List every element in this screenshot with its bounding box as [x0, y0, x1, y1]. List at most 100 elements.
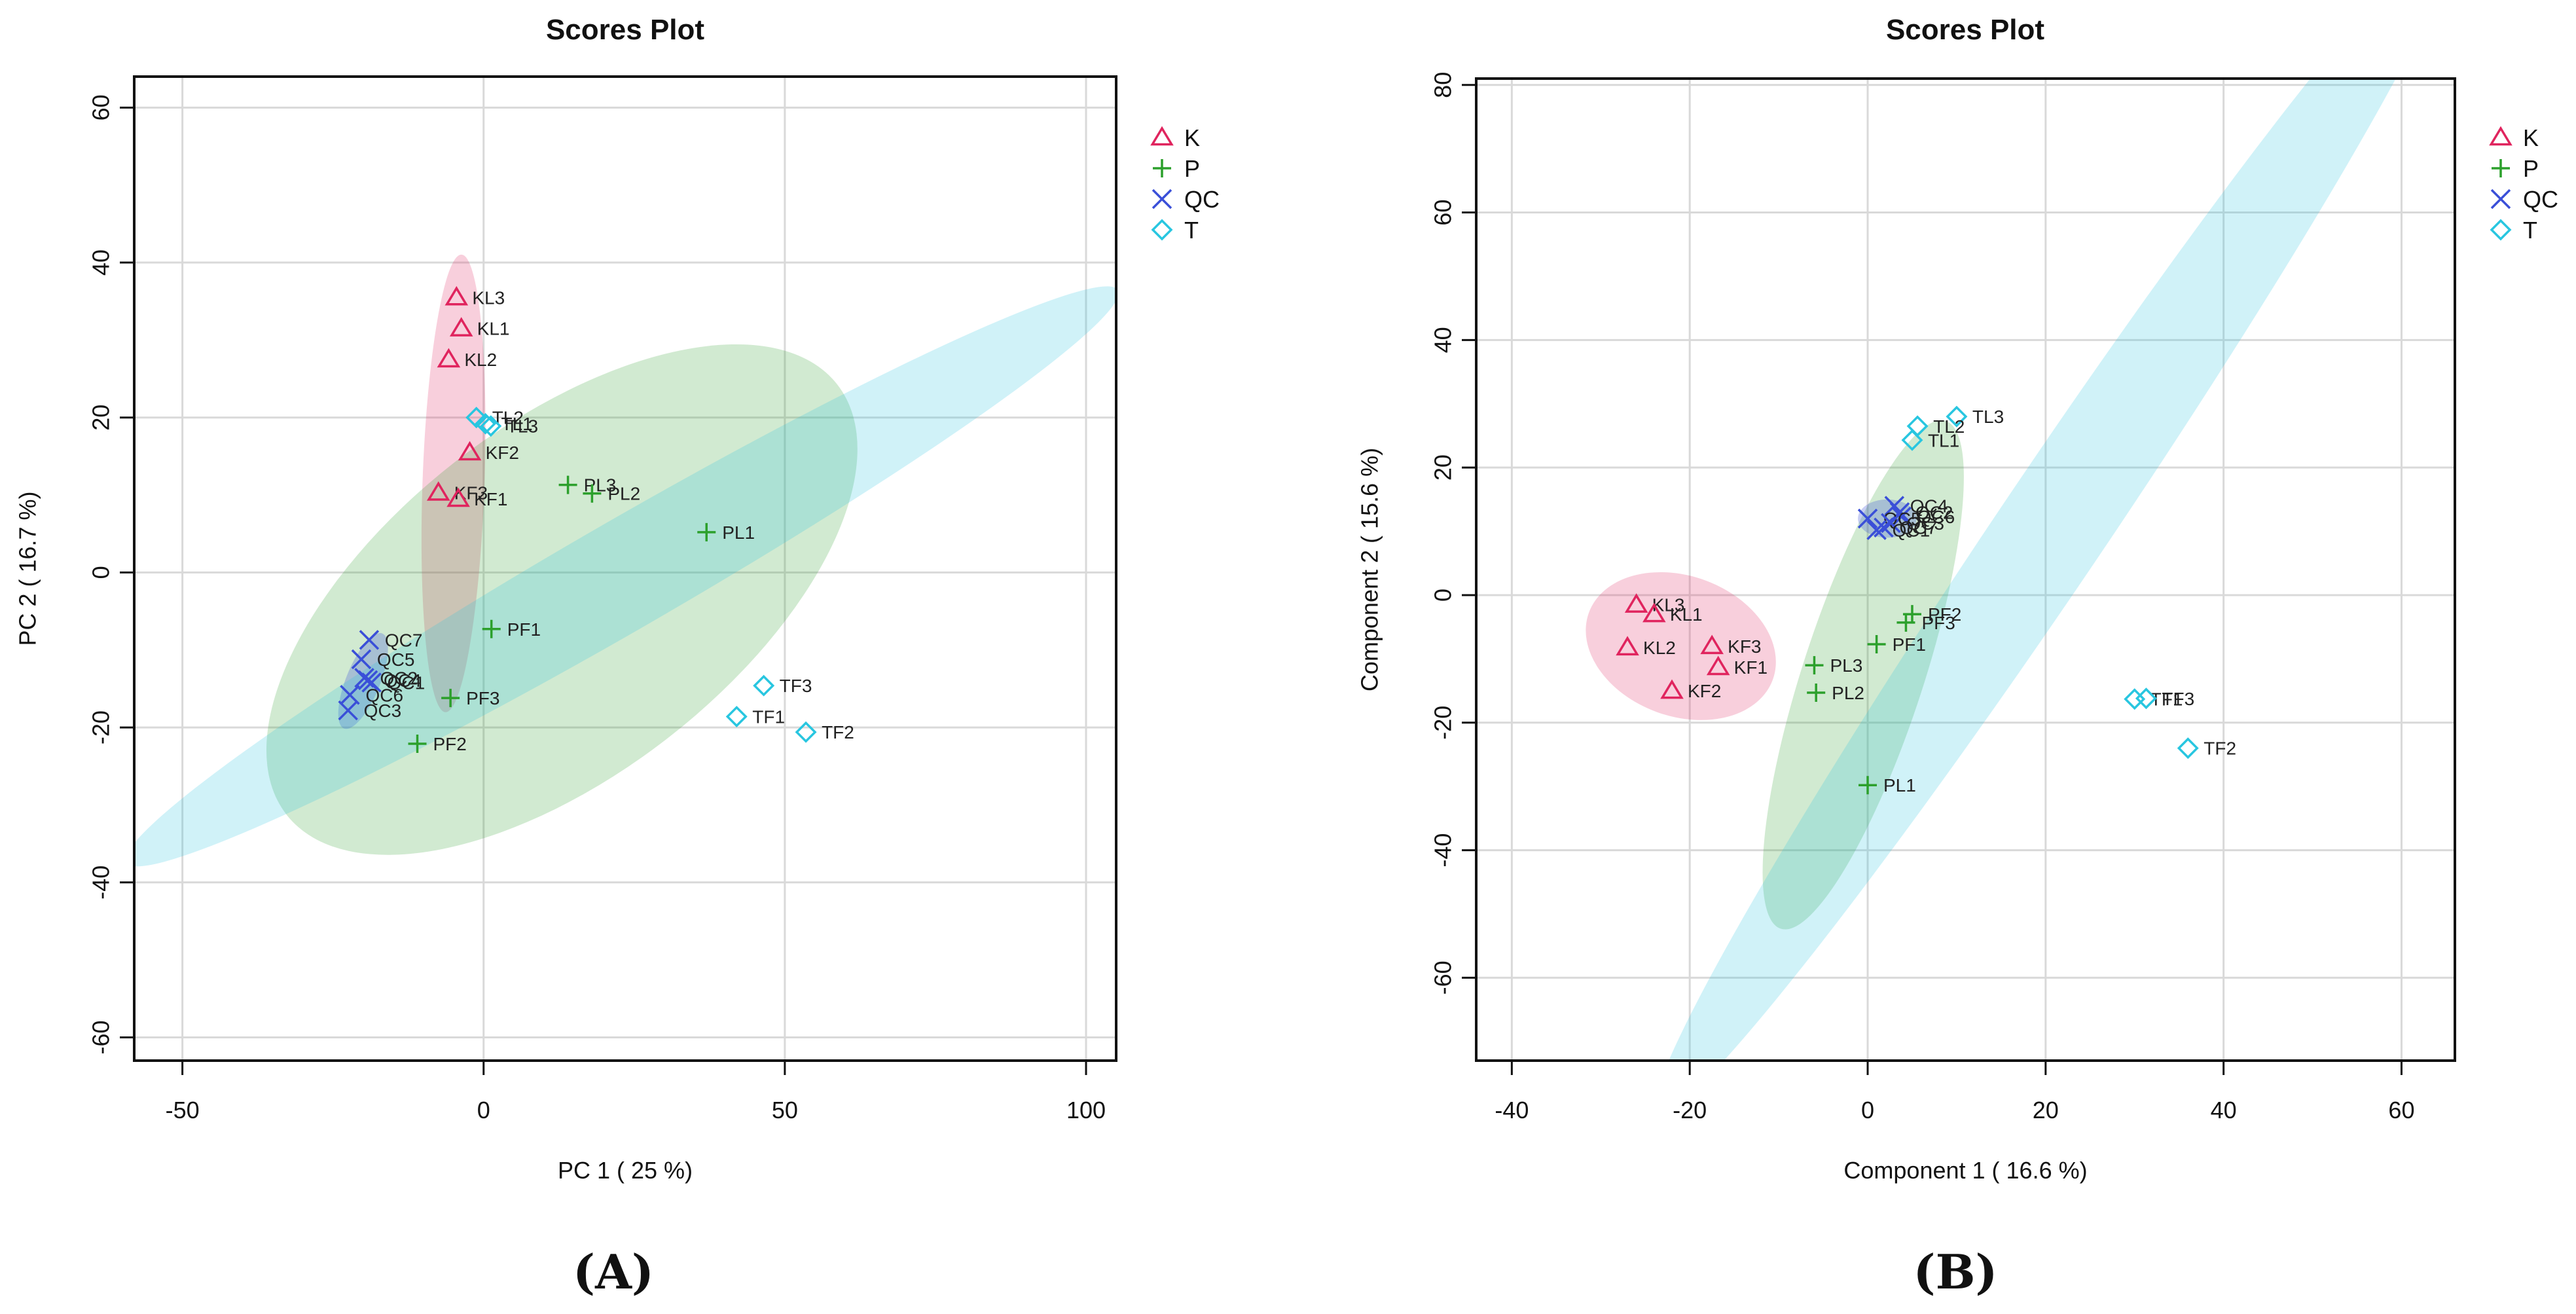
panel-a-y-tick-label: 0 [88, 566, 115, 579]
panel-a-point-label-qc7: QC7 [385, 630, 423, 650]
panel-b-x-tick-label: -40 [1495, 1097, 1529, 1123]
panel-b-x-tick-label: 0 [1861, 1097, 1874, 1123]
panel-a-point-label-pf3: PF3 [466, 688, 499, 708]
panel-a-y-tick-label: 60 [88, 94, 115, 120]
panel-b-y-axis-label: Component 2 ( 15.6 %) [1356, 448, 1383, 691]
panel-a-point-label-qc6: QC6 [365, 685, 403, 705]
panel-a-point-pf1 [482, 619, 501, 638]
panel-a-point-kl1 [449, 317, 473, 337]
panel-b-point-label-pf1: PF1 [1893, 634, 1926, 655]
panel-a-x-tick-label: 100 [1066, 1097, 1106, 1123]
panel-a-y-tick-label: -40 [88, 866, 115, 900]
panel-b-point-label-tl1: TL1 [1928, 430, 1959, 450]
panel-b-point-tl3 [1946, 405, 1968, 428]
panel-a-point-label-kl1: KL1 [477, 319, 510, 339]
panel-a-point-label-qc5: QC5 [377, 649, 415, 670]
panel-b-x-tick-label: 40 [2211, 1097, 2237, 1123]
panel-b-y-tick-label: 40 [1430, 327, 1457, 353]
panel-b-point-pf3 [1896, 613, 1915, 632]
panel-a-point-label-kl2: KL2 [464, 350, 497, 370]
panel-b-point-label-pl2: PL2 [1832, 683, 1864, 703]
panel-b-point-label-tl2: TL2 [1933, 416, 1965, 437]
panel-a-y-tick-label: 40 [88, 249, 115, 276]
panel-a-point-tl2 [465, 407, 488, 429]
panel-a-point-tl3 [480, 415, 502, 437]
panel-a-point-qc3 [338, 700, 358, 721]
panel-b-point-label-qc4: QC4 [1910, 496, 1948, 517]
panel-a-legend-marker-t [1151, 219, 1173, 241]
panel-b-legend-label-t: T [2523, 217, 2537, 244]
panel-a-legend-label-qc: QC [1184, 186, 1220, 213]
panel-a-legend-label-t: T [1184, 217, 1199, 244]
panel-b-caption: (B) [1913, 1244, 1998, 1300]
panel-a-point-kf1 [446, 487, 470, 507]
panel-b-point-label-qc3: QC3 [1906, 513, 1944, 534]
panel-b-legend: KP QC T [2489, 124, 2558, 244]
panel-a-point-label-kf1: KF1 [474, 489, 507, 509]
panel-b-point-label-kf1: KF1 [1734, 657, 1768, 678]
panel-a-ellipse-qc [338, 632, 388, 729]
panel-a-legend-marker-p [1153, 159, 1171, 177]
panel-a-point-tf2 [795, 721, 817, 743]
panel-b-legend-marker-k [2489, 126, 2513, 146]
panel-b-legend-label-qc: QC [2523, 186, 2558, 213]
panel-a-point-label-qc3: QC3 [364, 701, 402, 721]
panel-a-point-qc7 [359, 630, 380, 650]
panel-a-point-label-pl1: PL1 [722, 522, 755, 543]
panel-b-point-label-qc6: QC6 [1917, 507, 1955, 527]
panel-b-point-pl1 [1859, 776, 1877, 795]
panel-a-point-kl2 [437, 348, 461, 368]
panel-b-point-pl2 [1807, 683, 1826, 702]
panel-a-title: Scores Plot [546, 14, 704, 46]
panel-b-point-qc1 [1866, 520, 1887, 540]
panel-b-point-label-pf2: PF2 [1928, 604, 1961, 625]
panel-b-point-kl3 [1624, 593, 1648, 613]
panel-a-legend-label-k: K [1184, 124, 1200, 151]
panel-b-legend-marker-p [2492, 159, 2510, 177]
panel-b-point-tl1 [1901, 429, 1923, 451]
panel-b-point-kf1 [1706, 655, 1730, 676]
panel-b-y-tick-label: 60 [1430, 200, 1457, 226]
panel-a-point-label-tf1: TF1 [752, 707, 785, 727]
panel-a-point-label-pf2: PF2 [433, 734, 467, 754]
panel-a-point-pl1 [697, 522, 716, 541]
panel-a-point-pl2 [583, 484, 602, 503]
panel-b-legend-label-p: P [2523, 155, 2539, 182]
panel-b-point-label-kl2: KL2 [1643, 638, 1676, 658]
panel-a-point-kf2 [458, 441, 482, 461]
panel-a-plot-frame [133, 75, 1117, 1062]
panel-a-point-label-pf1: PF1 [507, 619, 541, 640]
panel-a-point-qc1 [361, 672, 382, 693]
panel-a-y-tick-label: -20 [88, 710, 115, 744]
panel-b-point-qc6 [1891, 506, 1912, 527]
panel-a-point-tf3 [753, 674, 775, 697]
panel-b-point-kl1 [1642, 602, 1666, 623]
panel-b-ellipse-k [1586, 572, 1776, 720]
panel-a-y-axis-label: PC 2 ( 16.7 %) [14, 491, 41, 646]
panel-b-point-label-kf2: KF2 [1688, 681, 1721, 701]
panel-a-point-label-qc2: QC2 [380, 668, 418, 688]
panel-b-point-kf2 [1660, 679, 1684, 699]
panel-b-point-label-qc7: QC7 [1899, 518, 1937, 538]
panel-b-x-tick-label: 60 [2388, 1097, 2414, 1123]
panel-a-caption: (A) [573, 1244, 654, 1300]
panel-a-chart: KL3KL1KL2KF2KF3KF1PL3PL2PL1PF1PF3PF2QC7Q… [14, 14, 1220, 1184]
panel-a-ellipse-p [266, 344, 858, 855]
panel-a-x-axis-label: PC 1 ( 25 %) [558, 1157, 693, 1184]
panel-a-point-label-kf2: KF2 [486, 443, 519, 463]
panel-b-y-tick-label: 80 [1430, 72, 1457, 98]
panel-b-point-label-pl1: PL1 [1883, 775, 1916, 795]
panel-a-x-tick-label: 0 [477, 1097, 490, 1123]
panel-b-ellipse-p [1762, 420, 1964, 930]
panel-a-legend-label-p: P [1184, 155, 1200, 182]
panel-b-point-kf3 [1700, 634, 1724, 655]
panel-a-point-label-tl1: TL1 [501, 414, 533, 434]
panel-a-point-label-pl3: PL3 [584, 475, 617, 496]
panel-b-plot-frame [1475, 77, 2456, 1062]
panel-b-y-tick-label: -40 [1430, 833, 1457, 867]
